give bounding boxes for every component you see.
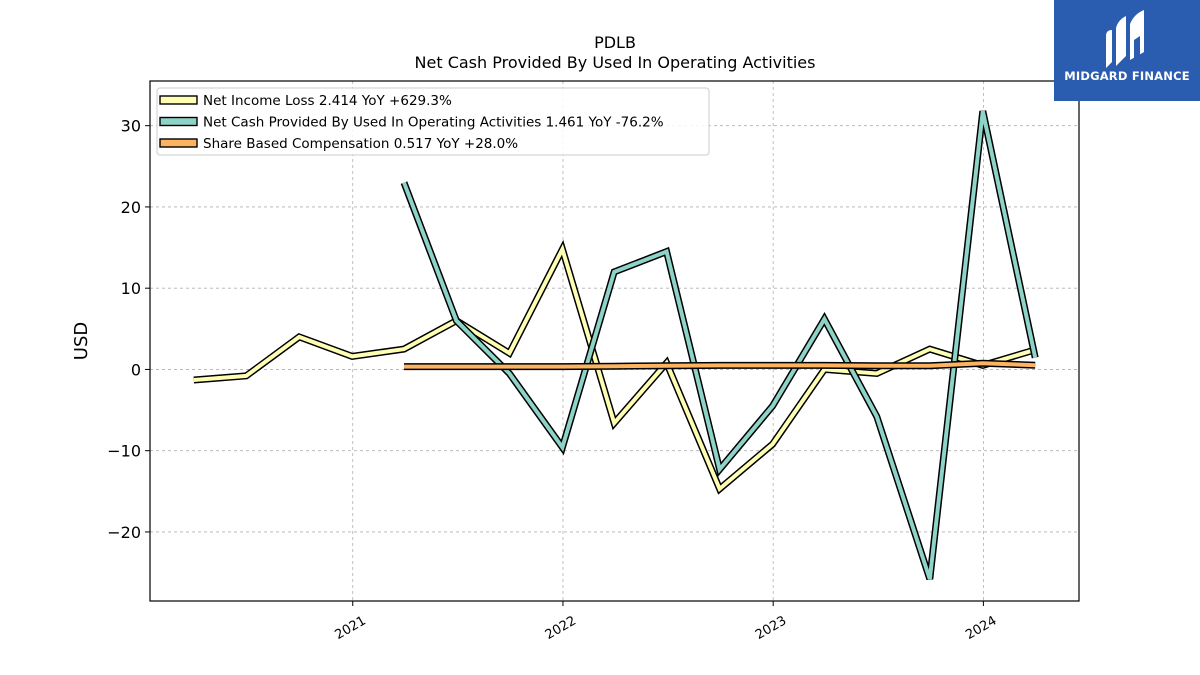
y-tick-label: −10 [107, 442, 141, 461]
y-tick-label: 20 [121, 198, 141, 217]
y-tick-label: 30 [121, 117, 141, 136]
legend-label: Share Based Compensation 0.517 YoY +28.0… [203, 136, 518, 152]
x-tick-label: 2023 [753, 613, 789, 643]
y-tick-label: −20 [107, 523, 141, 542]
y-tick-label: 10 [121, 279, 141, 298]
x-tick-label: 2022 [543, 613, 579, 643]
y-axis-label: USD [71, 322, 92, 360]
legend-swatch [159, 138, 198, 148]
chart-title: PDLB [594, 33, 636, 52]
brand-logo-icon [1106, 10, 1144, 68]
legend-box [156, 87, 710, 156]
series-line [404, 361, 1036, 369]
brand-logo: MIDGARD FINANCE [1054, 0, 1200, 101]
axes: −20 −10 0 10 20 30 2021 2022 2023 2024 [107, 117, 999, 643]
plot-frame [149, 80, 1080, 602]
brand-name: MIDGARD FINANCE [1064, 69, 1190, 83]
grid [150, 81, 1079, 601]
legend-label: Net Cash Provided By Used In Operating A… [203, 115, 664, 131]
legend-label: Net Income Loss 2.414 YoY +629.3% [203, 93, 452, 109]
series-group [193, 110, 1039, 581]
x-tick-label: 2024 [963, 613, 999, 643]
x-tick-label: 2021 [333, 613, 369, 643]
chart-subtitle: Net Cash Provided By Used In Operating A… [415, 53, 816, 72]
y-tick-label: 0 [131, 360, 141, 379]
legend-swatch [159, 95, 198, 105]
legend-swatch [159, 116, 198, 127]
legend: Net Income Loss 2.414 YoY +629.3% Net Cas… [156, 87, 710, 156]
series-line [402, 110, 1038, 580]
